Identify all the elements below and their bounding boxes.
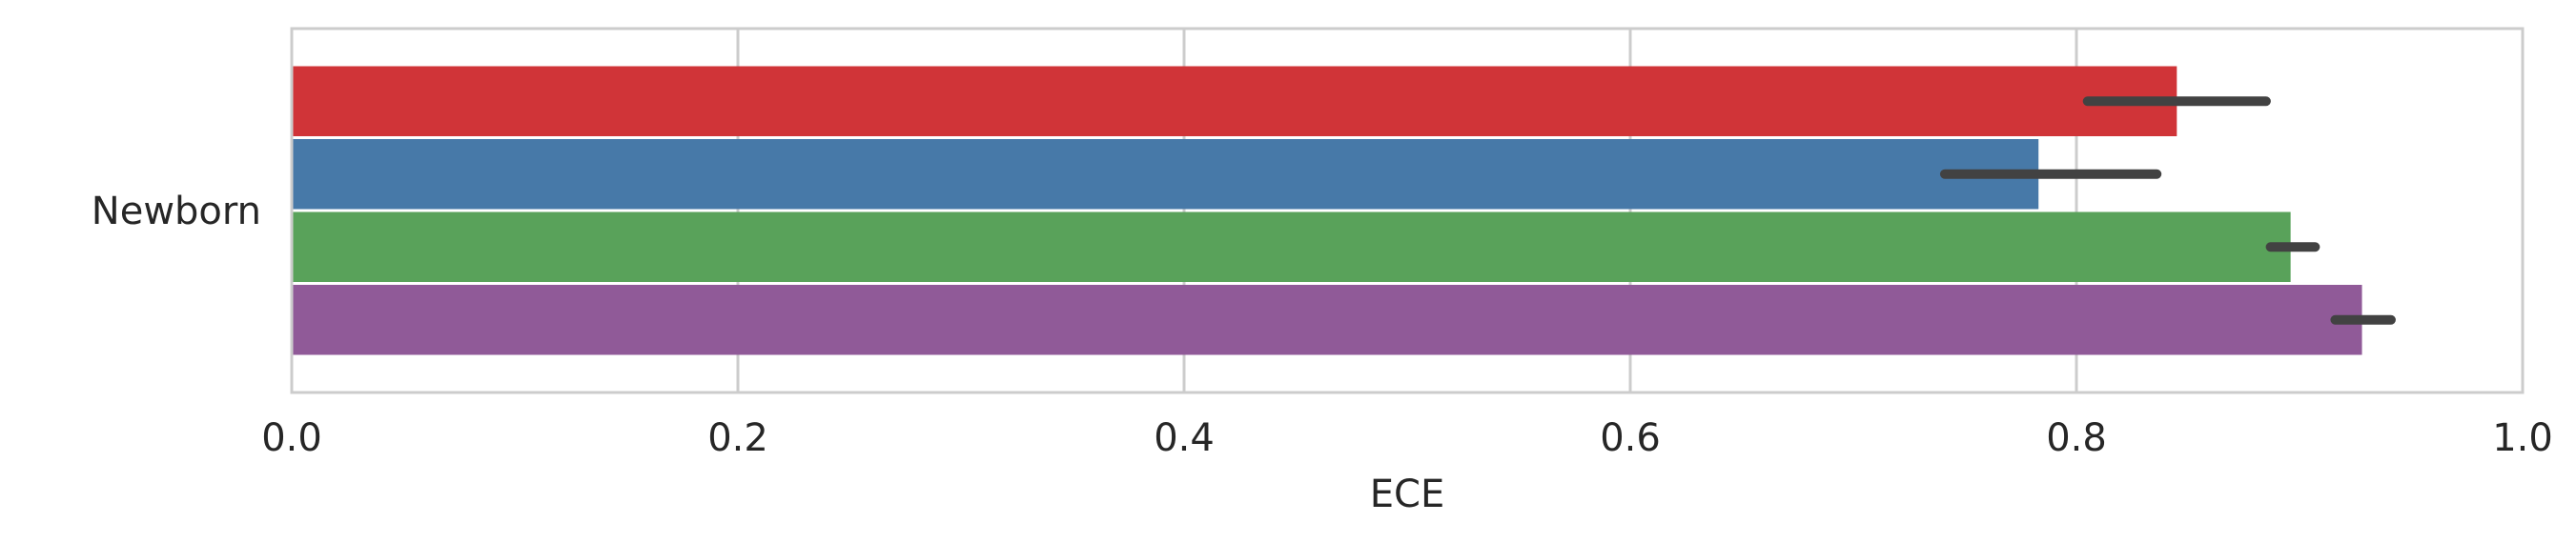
x-tick-label: 0.2 xyxy=(707,416,768,460)
x-tick-label: 0.0 xyxy=(261,416,322,460)
x-tick-label: 0.8 xyxy=(2046,416,2107,460)
x-tick-label: 1.0 xyxy=(2492,416,2553,460)
x-axis-label: ECE xyxy=(1370,473,1444,516)
plot-frame xyxy=(290,27,2525,394)
x-tick-labels: 0.0 0.2 0.4 0.6 0.8 1.0 xyxy=(261,416,2553,460)
bar-series-2 xyxy=(292,139,2039,210)
bar-layer xyxy=(292,66,2362,355)
x-tick-label: 0.6 xyxy=(1600,416,1661,460)
bar-series-3 xyxy=(292,211,2291,282)
x-tick-label: 0.4 xyxy=(1154,416,1215,460)
bar-series-1 xyxy=(292,66,2177,136)
bar-series-4 xyxy=(292,285,2362,355)
y-category-labels: Newborn xyxy=(92,190,261,233)
error-layer xyxy=(1939,96,2396,325)
category-label: Newborn xyxy=(92,190,261,233)
